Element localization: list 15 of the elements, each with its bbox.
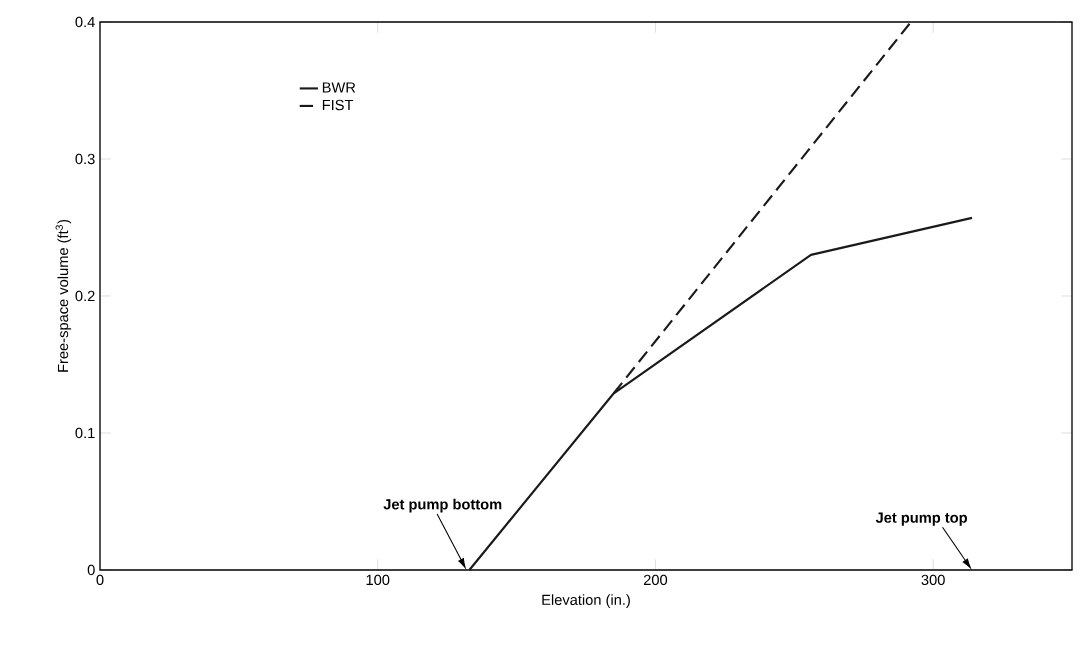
y-tick-label: 0.1 (75, 427, 95, 439)
x-axis-title: Elevation (in.) (542, 594, 630, 608)
y-tick-label: 0.4 (75, 16, 95, 28)
annotation: Jet pump top (875, 512, 967, 526)
y-tick-label: 0.2 (75, 290, 95, 302)
legend-label: FIST (322, 99, 354, 111)
x-tick-label: 100 (366, 574, 390, 586)
annotation: Jet pump bottom (383, 498, 502, 513)
x-tick-label: 0 (96, 574, 104, 586)
legend-label: BWR (322, 82, 356, 93)
y-axis-title: Free-space volume (ft$^{3}$) (55, 219, 72, 372)
x-tick-label: 300 (921, 574, 945, 586)
y-tick-label: 0 (87, 564, 95, 576)
y-tick-label: 0.3 (75, 153, 95, 165)
x-tick-label: 200 (643, 574, 668, 586)
